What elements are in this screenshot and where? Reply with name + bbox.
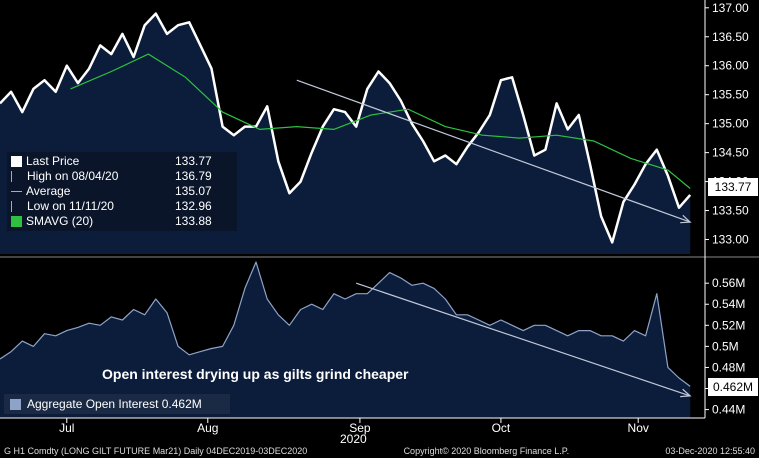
y-tick-label: 0.54M: [712, 297, 745, 311]
last-price-line: [0, 12, 692, 244]
y-tick-label: 135.50: [712, 88, 749, 102]
x-tick-label: Nov: [628, 421, 649, 435]
y-tick-label: 136.50: [712, 30, 749, 44]
legend-label: Low on 11/11/20: [27, 199, 114, 213]
last-oi-tag: 0.462M: [708, 378, 758, 396]
legend-value: 133.77: [175, 154, 212, 168]
open-interest-line: [0, 261, 691, 387]
y-tick-label: 135.00: [712, 117, 749, 131]
y-tick-label: 0.44M: [712, 403, 745, 417]
legend-row-average: Average 135.07: [11, 184, 233, 199]
legend-label: Last Price: [26, 154, 80, 168]
smavg-line: [70, 53, 691, 189]
x-axis-year: 2020: [340, 432, 367, 446]
x-tick-label: Sep: [349, 421, 371, 435]
footer-left: G H1 Comdty (LONG GILT FUTURE Mar21) Dai…: [4, 446, 308, 456]
smavg-swatch: [11, 216, 22, 227]
y-tick-label: 0.5M: [712, 339, 739, 353]
high-marker-icon: [11, 171, 23, 182]
footer: G H1 Comdty (LONG GILT FUTURE Mar21) Dai…: [0, 446, 759, 458]
legend-value: 136.79: [175, 169, 212, 183]
y-tick-label: 137.00: [712, 1, 749, 15]
y-tick-label: 136.00: [712, 59, 749, 73]
x-tick-label: Aug: [197, 421, 218, 435]
legend-value: 133.88: [175, 214, 212, 228]
legend-label: Average: [26, 184, 71, 198]
y-tick-label: 0.56M: [712, 276, 745, 290]
arrow-head-icon: [680, 388, 692, 398]
arrow-head-icon: [680, 214, 692, 224]
legend-value: 135.07: [175, 184, 212, 198]
last-price-tag: 133.77: [708, 178, 758, 196]
trend-line: [356, 282, 691, 397]
legend-label: SMAVG (20): [26, 214, 94, 228]
y-tick-label: 0.48M: [712, 360, 745, 374]
y-tick-label: 0.52M: [712, 318, 745, 332]
legend-label: High on 08/04/20: [27, 169, 119, 183]
x-axis: Jul Aug Sep Oct Nov: [0, 0, 706, 435]
last-price-swatch: [11, 156, 22, 167]
x-tick-label: Oct: [492, 421, 511, 435]
average-marker-icon: [11, 191, 22, 192]
y-tick-label: 133.00: [712, 233, 749, 247]
legend-row-smavg: SMAVG (20) 133.88: [11, 214, 233, 229]
legend-row-high: High on 08/04/20 136.79: [11, 169, 233, 184]
footer-right: 03-Dec-2020 12:55:40: [665, 446, 755, 456]
oi-legend: Aggregate Open Interest 0.462M: [4, 394, 230, 414]
oi-legend-text: Aggregate Open Interest 0.462M: [27, 397, 202, 411]
x-tick-label: Jul: [59, 421, 74, 435]
price-legend: Last Price 133.77 High on 08/04/20 136.7…: [7, 152, 237, 231]
legend-row-low: Low on 11/11/20 132.96: [11, 199, 233, 214]
footer-center: Copyright© 2020 Bloomberg Finance L.P.: [403, 446, 570, 456]
trend-line: [296, 79, 691, 223]
low-marker-icon: [11, 201, 23, 212]
chart-annotation: Open interest drying up as gilts grind c…: [102, 366, 409, 382]
y-tick-label: 134.50: [712, 146, 749, 160]
legend-value: 132.96: [175, 199, 212, 213]
y-tick-label: 133.50: [712, 204, 749, 218]
oi-swatch: [10, 398, 21, 410]
legend-row-last-price: Last Price 133.77: [11, 154, 233, 169]
open-interest-area: [0, 262, 691, 418]
